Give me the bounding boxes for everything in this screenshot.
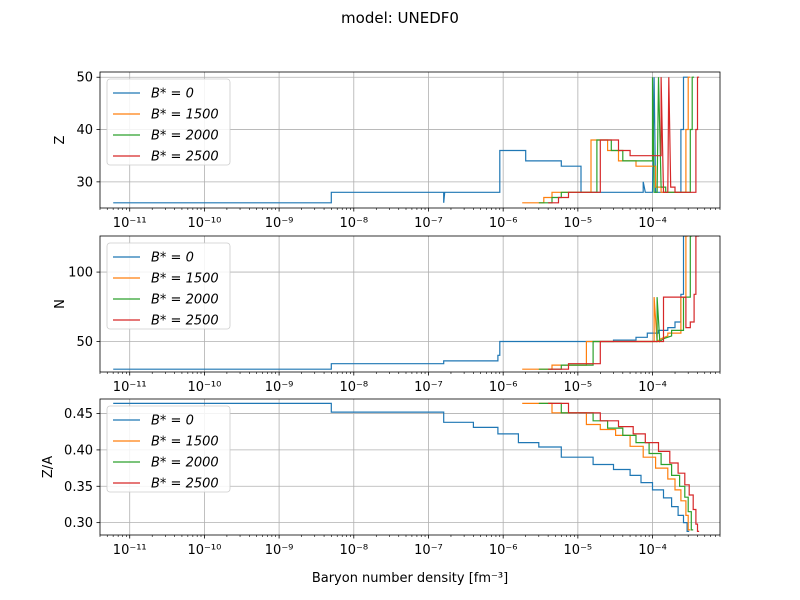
x-tick-label: 10⁻⁶ (489, 543, 518, 558)
x-tick-label: 10⁻⁵ (564, 380, 593, 395)
y-tick-label: 0.35 (64, 480, 93, 495)
y-tick-label: 0.45 (64, 407, 93, 422)
legend-entry: B* = 2000 (151, 129, 219, 144)
x-tick-label: 10⁻¹¹ (113, 380, 147, 395)
legend-entry: B* = 2500 (151, 150, 219, 165)
figure-title: model: UNEDF0 (341, 9, 459, 27)
x-tick-label: 10⁻⁶ (489, 380, 518, 395)
series-line-0 (113, 402, 690, 532)
legend-box (106, 405, 231, 493)
y-tick-label: 100 (68, 266, 93, 281)
x-tick-label: 10⁻¹⁰ (187, 380, 221, 395)
panel-n: 10⁻¹¹ 10⁻¹⁰ 10⁻⁹ 10⁻⁸ 10⁻⁷ 10⁻⁶ 10⁻⁵ 10⁻⁴ 50 100 N… (53, 235, 721, 395)
x-tick-label: 10⁻¹¹ (113, 216, 147, 231)
x-tick-label: 10⁻⁹ (265, 216, 294, 231)
series-line-2 (538, 402, 694, 531)
x-tick-label: 10⁻⁶ (489, 216, 518, 231)
legend-entry: B* = 0 (151, 414, 194, 429)
legend-entry: B* = 2000 (151, 456, 219, 471)
y-tick-label: 0.30 (64, 516, 93, 531)
legend: B* = 0 B* = 1500 B* = 2000 B* = 2500 (106, 405, 231, 493)
series-line-0 (113, 236, 686, 370)
legend-entry: B* = 1500 (151, 108, 219, 123)
legend-entry: B* = 1500 (151, 435, 219, 450)
legend-entry: B* = 0 (151, 87, 194, 102)
series-line-2 (538, 76, 695, 204)
legend-box (106, 242, 231, 330)
x-tick-label: 10⁻⁴ (638, 380, 667, 395)
x-tick-label: 10⁻⁵ (564, 216, 593, 231)
legend-entry: B* = 1500 (151, 272, 219, 287)
series-line-1 (522, 402, 691, 531)
x-tick-label: 10⁻⁴ (638, 543, 667, 558)
x-tick-label: 10⁻⁷ (414, 543, 443, 558)
series-line-2 (538, 236, 693, 370)
x-tick-label: 10⁻⁷ (414, 216, 443, 231)
x-tick-label: 10⁻⁸ (339, 216, 368, 231)
legend-entry: B* = 2500 (151, 314, 219, 329)
axes-frame (99, 71, 721, 209)
y-axis-label: Z/A (41, 456, 56, 478)
x-tick-label: 10⁻¹⁰ (187, 216, 221, 231)
y-tick-label: 40 (76, 123, 93, 138)
x-tick-label: 10⁻¹⁰ (187, 543, 221, 558)
x-tick-label: 10⁻¹¹ (113, 543, 147, 558)
legend-entry: B* = 2500 (151, 477, 219, 492)
x-tick-label: 10⁻⁹ (265, 380, 294, 395)
panel-z: 10⁻¹¹ 10⁻¹⁰ 10⁻⁹ 10⁻⁸ 10⁻⁷ 10⁻⁶ 10⁻⁵ 10⁻⁴ 30 40 50… (53, 71, 721, 231)
axes-frame (99, 235, 721, 373)
y-axis-label: N (53, 299, 68, 309)
x-axis-label: Baryon number density [fm⁻³] (312, 571, 508, 586)
legend-entry: B* = 0 (151, 251, 194, 266)
y-tick-label: 50 (76, 71, 93, 86)
x-tick-label: 10⁻⁷ (414, 380, 443, 395)
y-tick-label: 30 (76, 175, 93, 190)
x-tick-label: 10⁻⁸ (339, 543, 368, 558)
y-axis-label: Z (53, 135, 68, 144)
series-line-3 (548, 76, 700, 204)
x-tick-label: 10⁻⁵ (564, 543, 593, 558)
legend-entry: B* = 2000 (151, 293, 219, 308)
panel-z-over-a: 10⁻¹¹ 10⁻¹⁰ 10⁻⁹ 10⁻⁸ 10⁻⁷ 10⁻⁶ 10⁻⁵ 10⁻⁴ 0.30 0.… (41, 398, 721, 558)
legend: B* = 0 B* = 1500 B* = 2000 B* = 2500 (106, 242, 231, 330)
x-tick-label: 10⁻⁴ (638, 216, 667, 231)
x-tick-label: 10⁻⁸ (339, 380, 368, 395)
axes-frame (99, 398, 721, 536)
series-line-3 (548, 402, 700, 532)
legend: B* = 0 B* = 1500 B* = 2000 B* = 2500 (106, 78, 231, 166)
x-tick-label: 10⁻⁹ (265, 543, 294, 558)
series-line-3 (548, 236, 700, 370)
y-tick-label: 0.40 (64, 443, 93, 458)
legend-box (106, 78, 231, 166)
y-tick-label: 50 (76, 335, 93, 350)
